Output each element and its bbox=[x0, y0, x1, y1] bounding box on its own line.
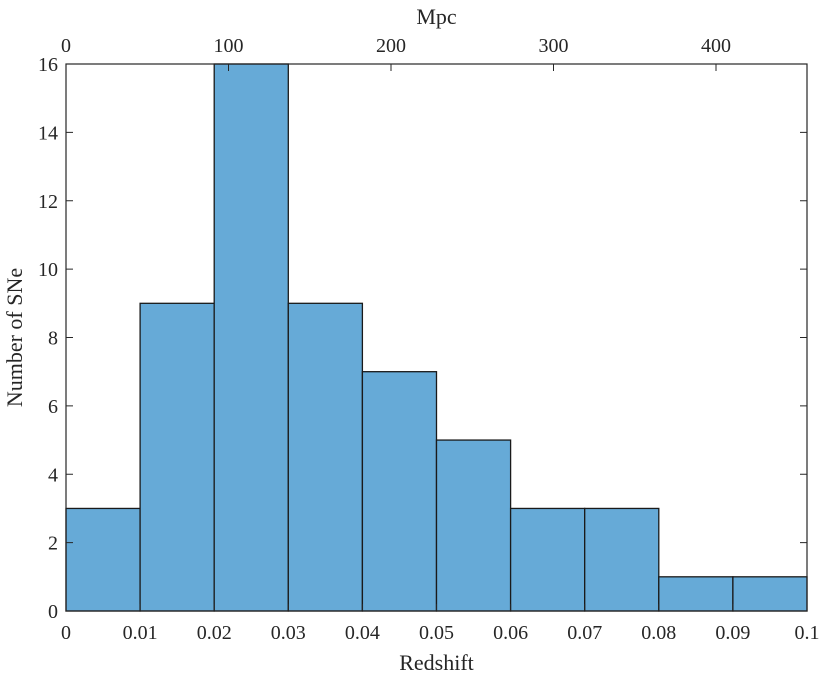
top-tick-label: 400 bbox=[701, 35, 731, 57]
x-tick-label: 0.01 bbox=[123, 622, 158, 644]
histogram-bar bbox=[584, 507, 660, 612]
y-tick-label: 14 bbox=[38, 122, 58, 144]
top-axis-ticks: 0 100 200 300 400 bbox=[61, 35, 731, 71]
y-axis-ticks: 0 2 4 6 8 10 12 14 16 bbox=[38, 54, 807, 623]
x-tick-label: 0.03 bbox=[271, 622, 306, 644]
y-tick-label: 2 bbox=[48, 533, 58, 555]
y-tick-label: 0 bbox=[48, 601, 58, 623]
histogram-bar bbox=[361, 371, 438, 612]
x-axis-ticks: 0 0.01 0.02 0.03 0.04 0.05 0.06 0.07 0.08 0.09 0.1 bbox=[61, 604, 820, 644]
top-tick-label: 200 bbox=[376, 35, 406, 57]
x-tick-label: 0.07 bbox=[567, 622, 602, 644]
histogram-bar bbox=[287, 302, 364, 612]
y-tick-label: 6 bbox=[48, 396, 58, 418]
x-tick-label: 0.06 bbox=[493, 622, 528, 644]
histogram-bar bbox=[213, 63, 289, 612]
histogram-bar bbox=[435, 439, 512, 612]
histogram-bar bbox=[509, 507, 586, 612]
y-tick-label: 4 bbox=[48, 464, 58, 486]
histogram-bar bbox=[732, 576, 808, 612]
y-axis-title: Number of SNe bbox=[2, 268, 27, 407]
x-tick-label: 0.02 bbox=[197, 622, 232, 644]
top-tick-label: 300 bbox=[539, 35, 569, 57]
histogram-bar bbox=[139, 302, 215, 612]
x-tick-label: 0.09 bbox=[715, 622, 750, 644]
y-tick-label: 12 bbox=[38, 191, 58, 213]
x-tick-label: 0.05 bbox=[419, 622, 454, 644]
top-tick-label: 0 bbox=[61, 35, 71, 57]
top-axis-title: Mpc bbox=[416, 4, 457, 29]
x-axis-title: Redshift bbox=[399, 650, 474, 675]
histogram-bar bbox=[65, 507, 141, 612]
y-tick-label: 16 bbox=[38, 54, 58, 76]
y-tick-label: 10 bbox=[38, 259, 58, 281]
histogram-bar bbox=[658, 576, 734, 612]
x-tick-label: 0.08 bbox=[641, 622, 676, 644]
x-tick-label: 0.1 bbox=[795, 622, 820, 644]
bars-group bbox=[65, 63, 808, 612]
top-tick-label: 100 bbox=[214, 35, 244, 57]
x-tick-label: 0.04 bbox=[345, 622, 380, 644]
y-tick-label: 8 bbox=[48, 328, 58, 350]
x-tick-label: 0 bbox=[61, 622, 71, 644]
